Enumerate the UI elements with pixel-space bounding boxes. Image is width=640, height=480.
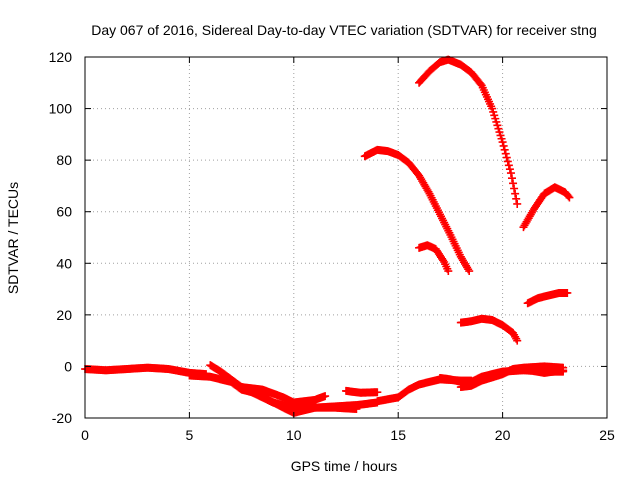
data-point	[559, 366, 568, 375]
y-tick-label: 60	[56, 204, 72, 220]
series-arc-low-d	[342, 386, 382, 397]
data-point	[565, 193, 574, 202]
data-point	[511, 189, 520, 198]
axis-ticks	[84, 56, 608, 419]
data-point	[505, 165, 514, 174]
x-tick-label: 10	[286, 427, 302, 443]
chart-title: Day 067 of 2016, Sidereal Day-to-day VTE…	[91, 22, 597, 38]
data-point	[563, 288, 572, 297]
x-tick-label: 20	[495, 427, 511, 443]
x-axis-label: GPS time / hours	[291, 458, 398, 474]
y-tick-label: 120	[49, 49, 73, 65]
tick-labels: 0 5 10 15 20 25 -20 0 20 40 60 80 100 120	[49, 49, 615, 443]
series-arc-low-b	[237, 383, 330, 407]
series-arc-mid-b	[456, 362, 568, 392]
series-arc-low-c	[248, 388, 361, 413]
y-tick-label: 20	[56, 307, 72, 323]
data-point	[504, 161, 513, 170]
data-point	[509, 179, 518, 188]
data-marks	[81, 55, 574, 417]
series-arc-17	[456, 314, 522, 345]
data-point	[501, 149, 510, 158]
data-point	[498, 138, 507, 147]
grid-lines	[85, 57, 607, 418]
data-point	[510, 184, 519, 193]
data-point	[464, 265, 473, 274]
data-point	[502, 153, 511, 162]
data-point	[564, 192, 573, 201]
series-arc-81	[360, 145, 474, 276]
series-arc-28	[523, 288, 572, 308]
data-point	[373, 388, 382, 397]
x-tick-label: 0	[81, 427, 89, 443]
y-tick-label: 40	[56, 255, 72, 271]
series-arc-47	[415, 241, 453, 276]
data-point	[503, 157, 512, 166]
data-point	[513, 199, 522, 208]
data-point	[444, 267, 453, 276]
data-point	[352, 404, 361, 413]
x-tick-label: 15	[390, 427, 406, 443]
y-axis-label: SDTVAR / TECUs	[5, 182, 21, 294]
data-point	[321, 392, 330, 401]
y-tick-label: -20	[52, 410, 72, 426]
series-arc-70	[519, 183, 574, 232]
y-tick-label: 100	[49, 101, 73, 117]
x-tick-label: 5	[186, 427, 194, 443]
data-point	[499, 141, 508, 150]
data-point	[513, 336, 522, 345]
series-arc-mid-c	[529, 366, 568, 377]
y-tick-label: 80	[56, 152, 72, 168]
data-point	[512, 194, 521, 203]
data-point	[465, 267, 474, 276]
data-point	[500, 145, 509, 154]
plot-frame	[84, 56, 608, 419]
y-tick-label: 0	[64, 358, 72, 374]
series-arc-120	[415, 55, 522, 208]
x-tick-label: 25	[599, 427, 615, 443]
data-point	[506, 169, 515, 178]
data-point	[507, 174, 516, 183]
